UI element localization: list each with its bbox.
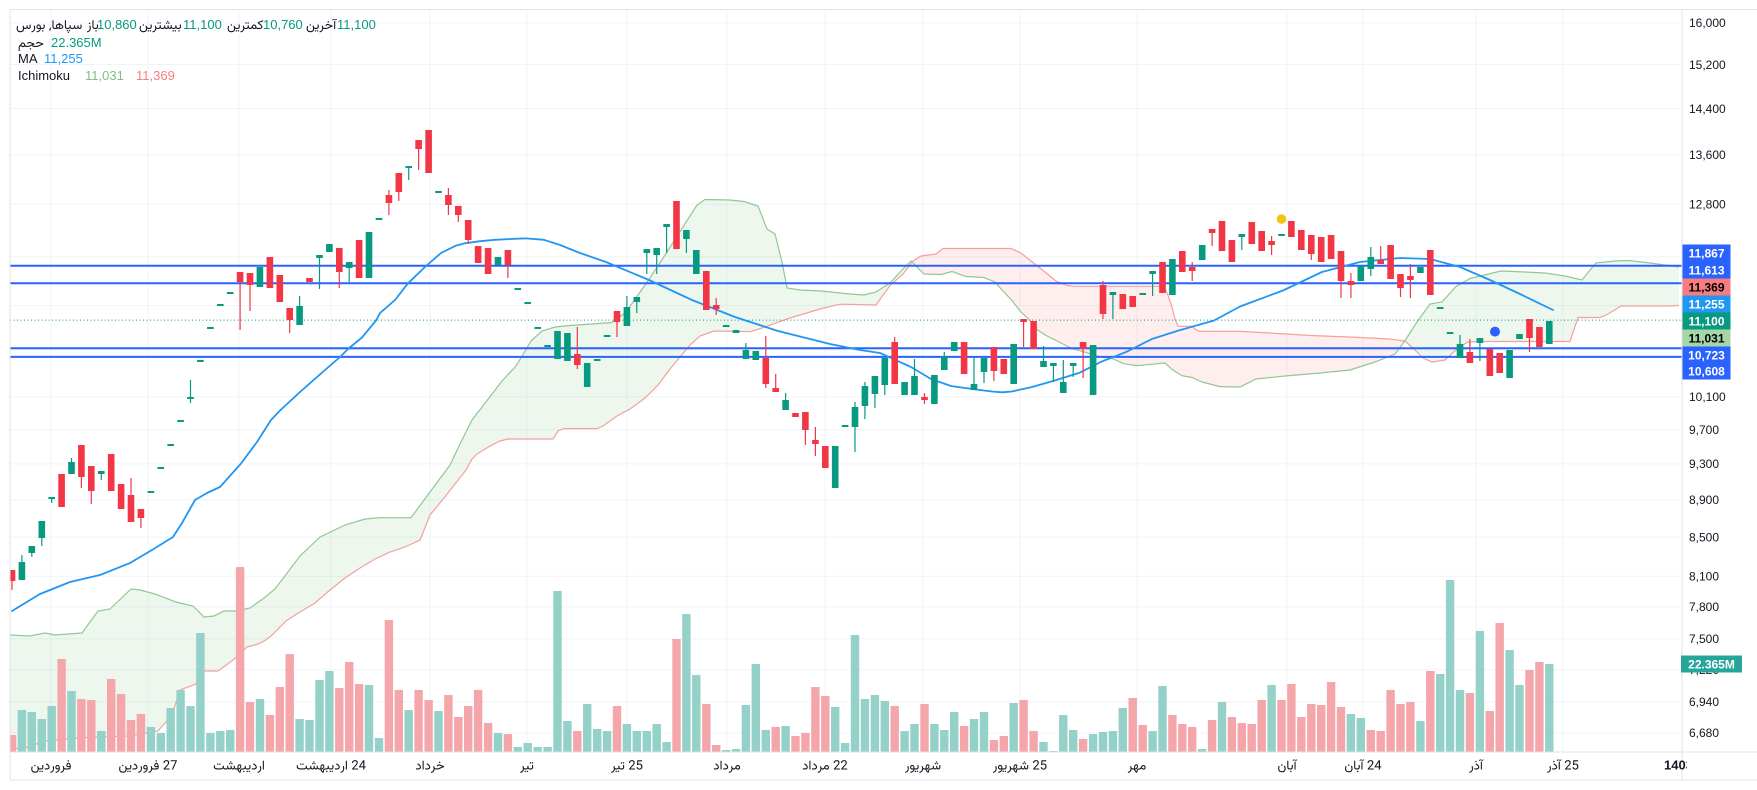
svg-text:11,100: 11,100 xyxy=(183,17,222,32)
svg-text:11,369: 11,369 xyxy=(1688,280,1724,294)
svg-text:11,031: 11,031 xyxy=(85,68,124,83)
svg-text:10,100: 10,100 xyxy=(1689,390,1726,404)
svg-text:7,800: 7,800 xyxy=(1689,600,1719,614)
svg-text:15,200: 15,200 xyxy=(1689,58,1726,72)
svg-text:10,860: 10,860 xyxy=(97,17,137,32)
svg-text:11,100: 11,100 xyxy=(1688,314,1724,328)
svg-text:11,100: 11,100 xyxy=(337,17,376,32)
svg-text:12,800: 12,800 xyxy=(1689,198,1726,212)
svg-text:9,700: 9,700 xyxy=(1689,423,1719,437)
svg-text:8,900: 8,900 xyxy=(1689,493,1719,507)
svg-text:MA: MA xyxy=(18,51,38,66)
svg-text:10,608: 10,608 xyxy=(1688,364,1725,378)
svg-text:10,760: 10,760 xyxy=(263,17,303,32)
svg-text:16,000: 16,000 xyxy=(1689,16,1726,30)
svg-text:22.365M: 22.365M xyxy=(51,35,102,50)
svg-text:11,255: 11,255 xyxy=(44,51,83,66)
svg-text:11,255: 11,255 xyxy=(1688,297,1724,311)
svg-text:6,940: 6,940 xyxy=(1689,695,1719,709)
svg-text:11,613: 11,613 xyxy=(1688,263,1724,277)
svg-text:11,369: 11,369 xyxy=(136,68,175,83)
svg-text:10,723: 10,723 xyxy=(1688,348,1725,362)
svg-text:7,500: 7,500 xyxy=(1689,632,1719,646)
svg-text:8,100: 8,100 xyxy=(1689,570,1719,584)
svg-text:Ichimoku: Ichimoku xyxy=(18,68,70,83)
svg-text:14,400: 14,400 xyxy=(1689,102,1726,116)
svg-text:13,600: 13,600 xyxy=(1689,148,1726,162)
svg-text:9,300: 9,300 xyxy=(1689,457,1719,471)
svg-text:22.365M: 22.365M xyxy=(1688,657,1735,671)
svg-text:11,867: 11,867 xyxy=(1688,246,1724,260)
svg-text:6,680: 6,680 xyxy=(1689,726,1719,740)
svg-text:8,500: 8,500 xyxy=(1689,530,1719,544)
svg-text:11,031: 11,031 xyxy=(1688,331,1724,345)
svg-text:1403: 1403 xyxy=(1664,758,1693,773)
